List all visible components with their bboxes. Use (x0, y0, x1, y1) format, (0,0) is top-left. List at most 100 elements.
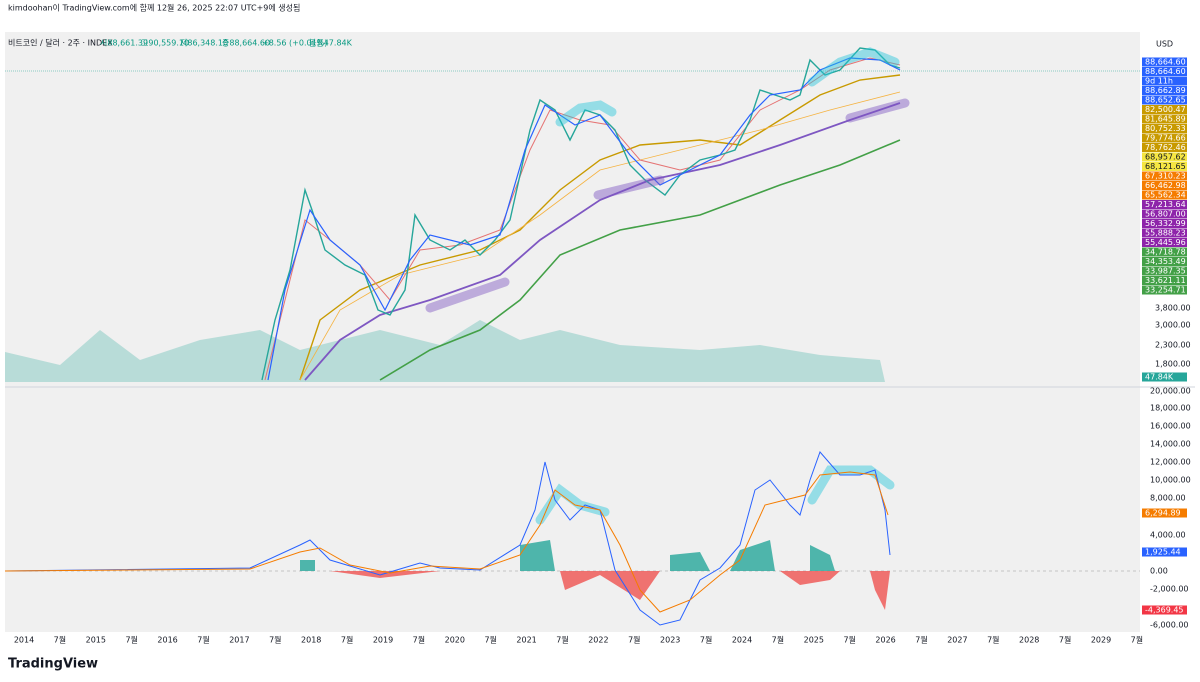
legend-high: 고90,559.10 (141, 39, 189, 48)
ma-gold (299, 74, 901, 381)
axis-label: 33,621.11 (1145, 276, 1186, 285)
time-tick-label: 7월 (700, 635, 712, 645)
time-tick-label: 7월 (556, 635, 568, 645)
signal-line (4, 471, 889, 613)
time-tick-label: 7월 (413, 635, 425, 645)
axis-label-box (1142, 209, 1187, 219)
time-tick-label: 2014 (14, 636, 34, 645)
time-tick-label: 2027 (947, 636, 967, 645)
time-tick-label: 7월 (54, 635, 66, 645)
time-tick-label: 2019 (373, 636, 393, 645)
ma-yellow (299, 91, 901, 381)
time-tick-label: 7월 (341, 635, 353, 645)
time-tick-label: 2022 (588, 636, 608, 645)
axis-label-box (1142, 228, 1187, 238)
axis-label-box (1142, 247, 1187, 257)
axis-label-box (1142, 547, 1187, 557)
axis-label-box (1142, 257, 1187, 266)
time-tick-label: 7월 (269, 635, 281, 645)
time-tick-label: 2023 (660, 636, 680, 645)
macd-tick-label: 12,000.00 (1150, 458, 1191, 467)
time-tick-label: 7월 (915, 635, 927, 645)
price-line (261, 47, 901, 381)
currency: USD (1156, 40, 1173, 49)
macd-tick-label: -2,000.00 (1150, 585, 1189, 594)
axis-label-box (1142, 133, 1187, 143)
axis-label: 67,310.23 (1145, 172, 1186, 181)
axis-label: 81,645.89 (1145, 115, 1186, 124)
time-tick-label: 7월 (125, 635, 137, 645)
time-tick-label: 7월 (843, 635, 855, 645)
time-tick-label: 2029 (1091, 636, 1111, 645)
ma-blue (267, 57, 901, 381)
time-tick-label: 2017 (229, 636, 249, 645)
axis-label-box (1142, 266, 1187, 276)
axis-label: 34,353.49 (1145, 257, 1186, 266)
macd-tick-label: 4,000.00 (1150, 531, 1186, 540)
axis-label-box (1142, 219, 1187, 228)
axis-label: 1,925.44 (1145, 548, 1181, 557)
axis-label-box (1142, 190, 1187, 200)
legend-symbol: 비트코인 / 달러 · 2주 · INDEX (8, 38, 113, 48)
axis-label-box (1142, 114, 1187, 124)
axis-label: 80,752.33 (1145, 124, 1186, 133)
macd-tick-label: 18,000.00 (1150, 404, 1191, 413)
macd-tick-label: 8,000.00 (1150, 494, 1186, 503)
axis-label: 9d 11h (1145, 77, 1173, 86)
macd-tick-label: 20,000.00 (1150, 387, 1191, 396)
axis-label: 88,664.60 (1145, 58, 1186, 67)
logo: TradingView (8, 657, 98, 672)
axis-label-box (1142, 238, 1187, 247)
axis-label-box (1142, 605, 1187, 615)
volume-tick-label: 2,300.00 (1155, 341, 1191, 350)
axis-label-box (1142, 200, 1187, 209)
time-tick-label: 2018 (301, 636, 321, 645)
axis-label: 66,462.98 (1145, 181, 1186, 190)
axis-label-box (1142, 285, 1187, 295)
axis-label: 82,500.47 (1145, 105, 1186, 114)
axis-label: 33,254.71 (1145, 286, 1186, 295)
time-tick-label: 7월 (1131, 635, 1143, 645)
time-tick-label: 7월 (197, 635, 209, 645)
time-tick-label: 7월 (1059, 635, 1071, 645)
time-tick-label: 2020 (445, 636, 465, 645)
time-tick-label: 7월 (772, 635, 784, 645)
axis-label: 56,807.00 (1145, 210, 1186, 219)
axis-label: 68,957.62 (1145, 153, 1186, 162)
axis-label-box (1142, 67, 1187, 76)
axis-label-box (1142, 372, 1187, 382)
time-tick-label: 7월 (628, 635, 640, 645)
time-tick-label: 7월 (484, 635, 496, 645)
axis-label: 6,294.89 (1145, 509, 1181, 518)
macd-tick-label: -6,000.00 (1150, 621, 1189, 630)
macd-tick-label: 0.00 (1150, 567, 1168, 576)
axis-label: 55,445.96 (1145, 238, 1186, 247)
axis-label: 68,121.65 (1145, 162, 1186, 171)
time-tick-label: 2028 (1019, 636, 1039, 645)
axis-label-box (1142, 508, 1187, 518)
ma-green (379, 139, 901, 381)
legend-change: +8.56 (+0.01%) (262, 39, 327, 48)
axis-label: 88,662.89 (1145, 86, 1186, 95)
axis-label-box (1142, 57, 1187, 67)
axis-label-box (1142, 86, 1187, 95)
axis-label: 57,213.64 (1145, 200, 1186, 209)
time-tick-label: 2024 (732, 636, 752, 645)
axis-label-box (1142, 124, 1187, 133)
volume-tick-label: 3,000.00 (1155, 321, 1191, 330)
axis-label-box (1142, 152, 1187, 162)
volume-tick-label: 3,800.00 (1155, 304, 1191, 313)
axis-label: 56,332.99 (1145, 219, 1186, 228)
macd-tick-label: 16,000.00 (1150, 422, 1191, 431)
header-title: kimdoohan이 TradingView.com에 함께 12월 26, 2… (8, 3, 300, 13)
axis-label: 88,652.65 (1145, 96, 1186, 105)
axis-label-box (1142, 181, 1187, 190)
axis-label-box (1142, 76, 1187, 86)
volume-area (5, 320, 885, 382)
volume-tick-label: 1,800.00 (1155, 360, 1191, 369)
time-tick-label: 2021 (516, 636, 536, 645)
pane-bg (5, 32, 1140, 632)
axis-label: 34,718.78 (1145, 248, 1186, 257)
macd-hist-neg (330, 571, 890, 610)
